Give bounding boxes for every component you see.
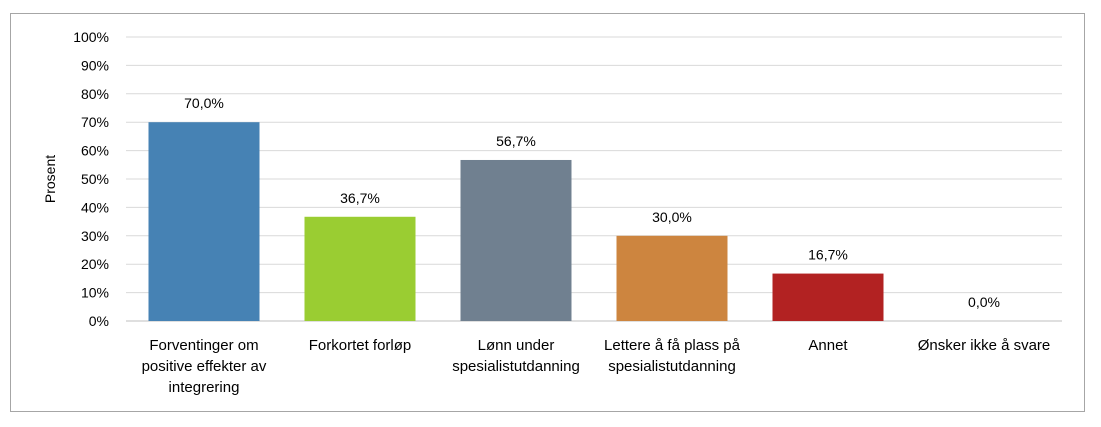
y-axis-ticks: 0% 10% 20% 30% 40% 50% 60% 70% 80% 90% 100%	[73, 29, 109, 329]
x-category-label: Lønn under spesialistutdanning	[452, 337, 580, 375]
x-category-label: Forkortet forløp	[309, 337, 412, 354]
y-tick-label: 30%	[81, 228, 109, 244]
data-labels: 70,0% 36,7% 56,7% 30,0% 16,7% 0,0%	[184, 95, 1000, 310]
y-axis-label: Prosent	[42, 155, 58, 203]
x-axis-categories: Forventinger om positive effekter av integ…	[142, 337, 1051, 396]
y-tick-label: 40%	[81, 199, 109, 215]
x-category-label: Forventinger om positive effekter av integ…	[142, 337, 267, 396]
data-label: 56,7%	[496, 133, 536, 149]
y-tick-label: 50%	[81, 171, 109, 187]
bar	[460, 159, 572, 321]
x-category-label: Ønsker ikke å svare	[918, 337, 1051, 354]
bar	[616, 235, 728, 321]
y-tick-label: 10%	[81, 285, 109, 301]
bars	[148, 122, 884, 321]
y-tick-label: 20%	[81, 256, 109, 272]
y-tick-label: 70%	[81, 114, 109, 130]
x-category-label: Annet	[808, 337, 848, 354]
data-label: 36,7%	[340, 190, 380, 206]
bar	[304, 216, 416, 321]
data-label: 30,0%	[652, 209, 692, 225]
y-tick-label: 90%	[81, 57, 109, 73]
y-tick-label: 80%	[81, 86, 109, 102]
y-tick-label: 0%	[89, 313, 109, 329]
y-tick-label: 60%	[81, 143, 109, 159]
data-label: 16,7%	[808, 247, 848, 263]
x-category-label: Lettere å få plass på spesialistutdanning	[604, 337, 741, 375]
data-label: 70,0%	[184, 95, 224, 111]
gridlines	[126, 36, 1062, 322]
y-tick-label: 100%	[73, 29, 109, 45]
bar	[772, 273, 884, 321]
data-label: 0,0%	[968, 294, 1000, 310]
bar	[148, 122, 260, 321]
